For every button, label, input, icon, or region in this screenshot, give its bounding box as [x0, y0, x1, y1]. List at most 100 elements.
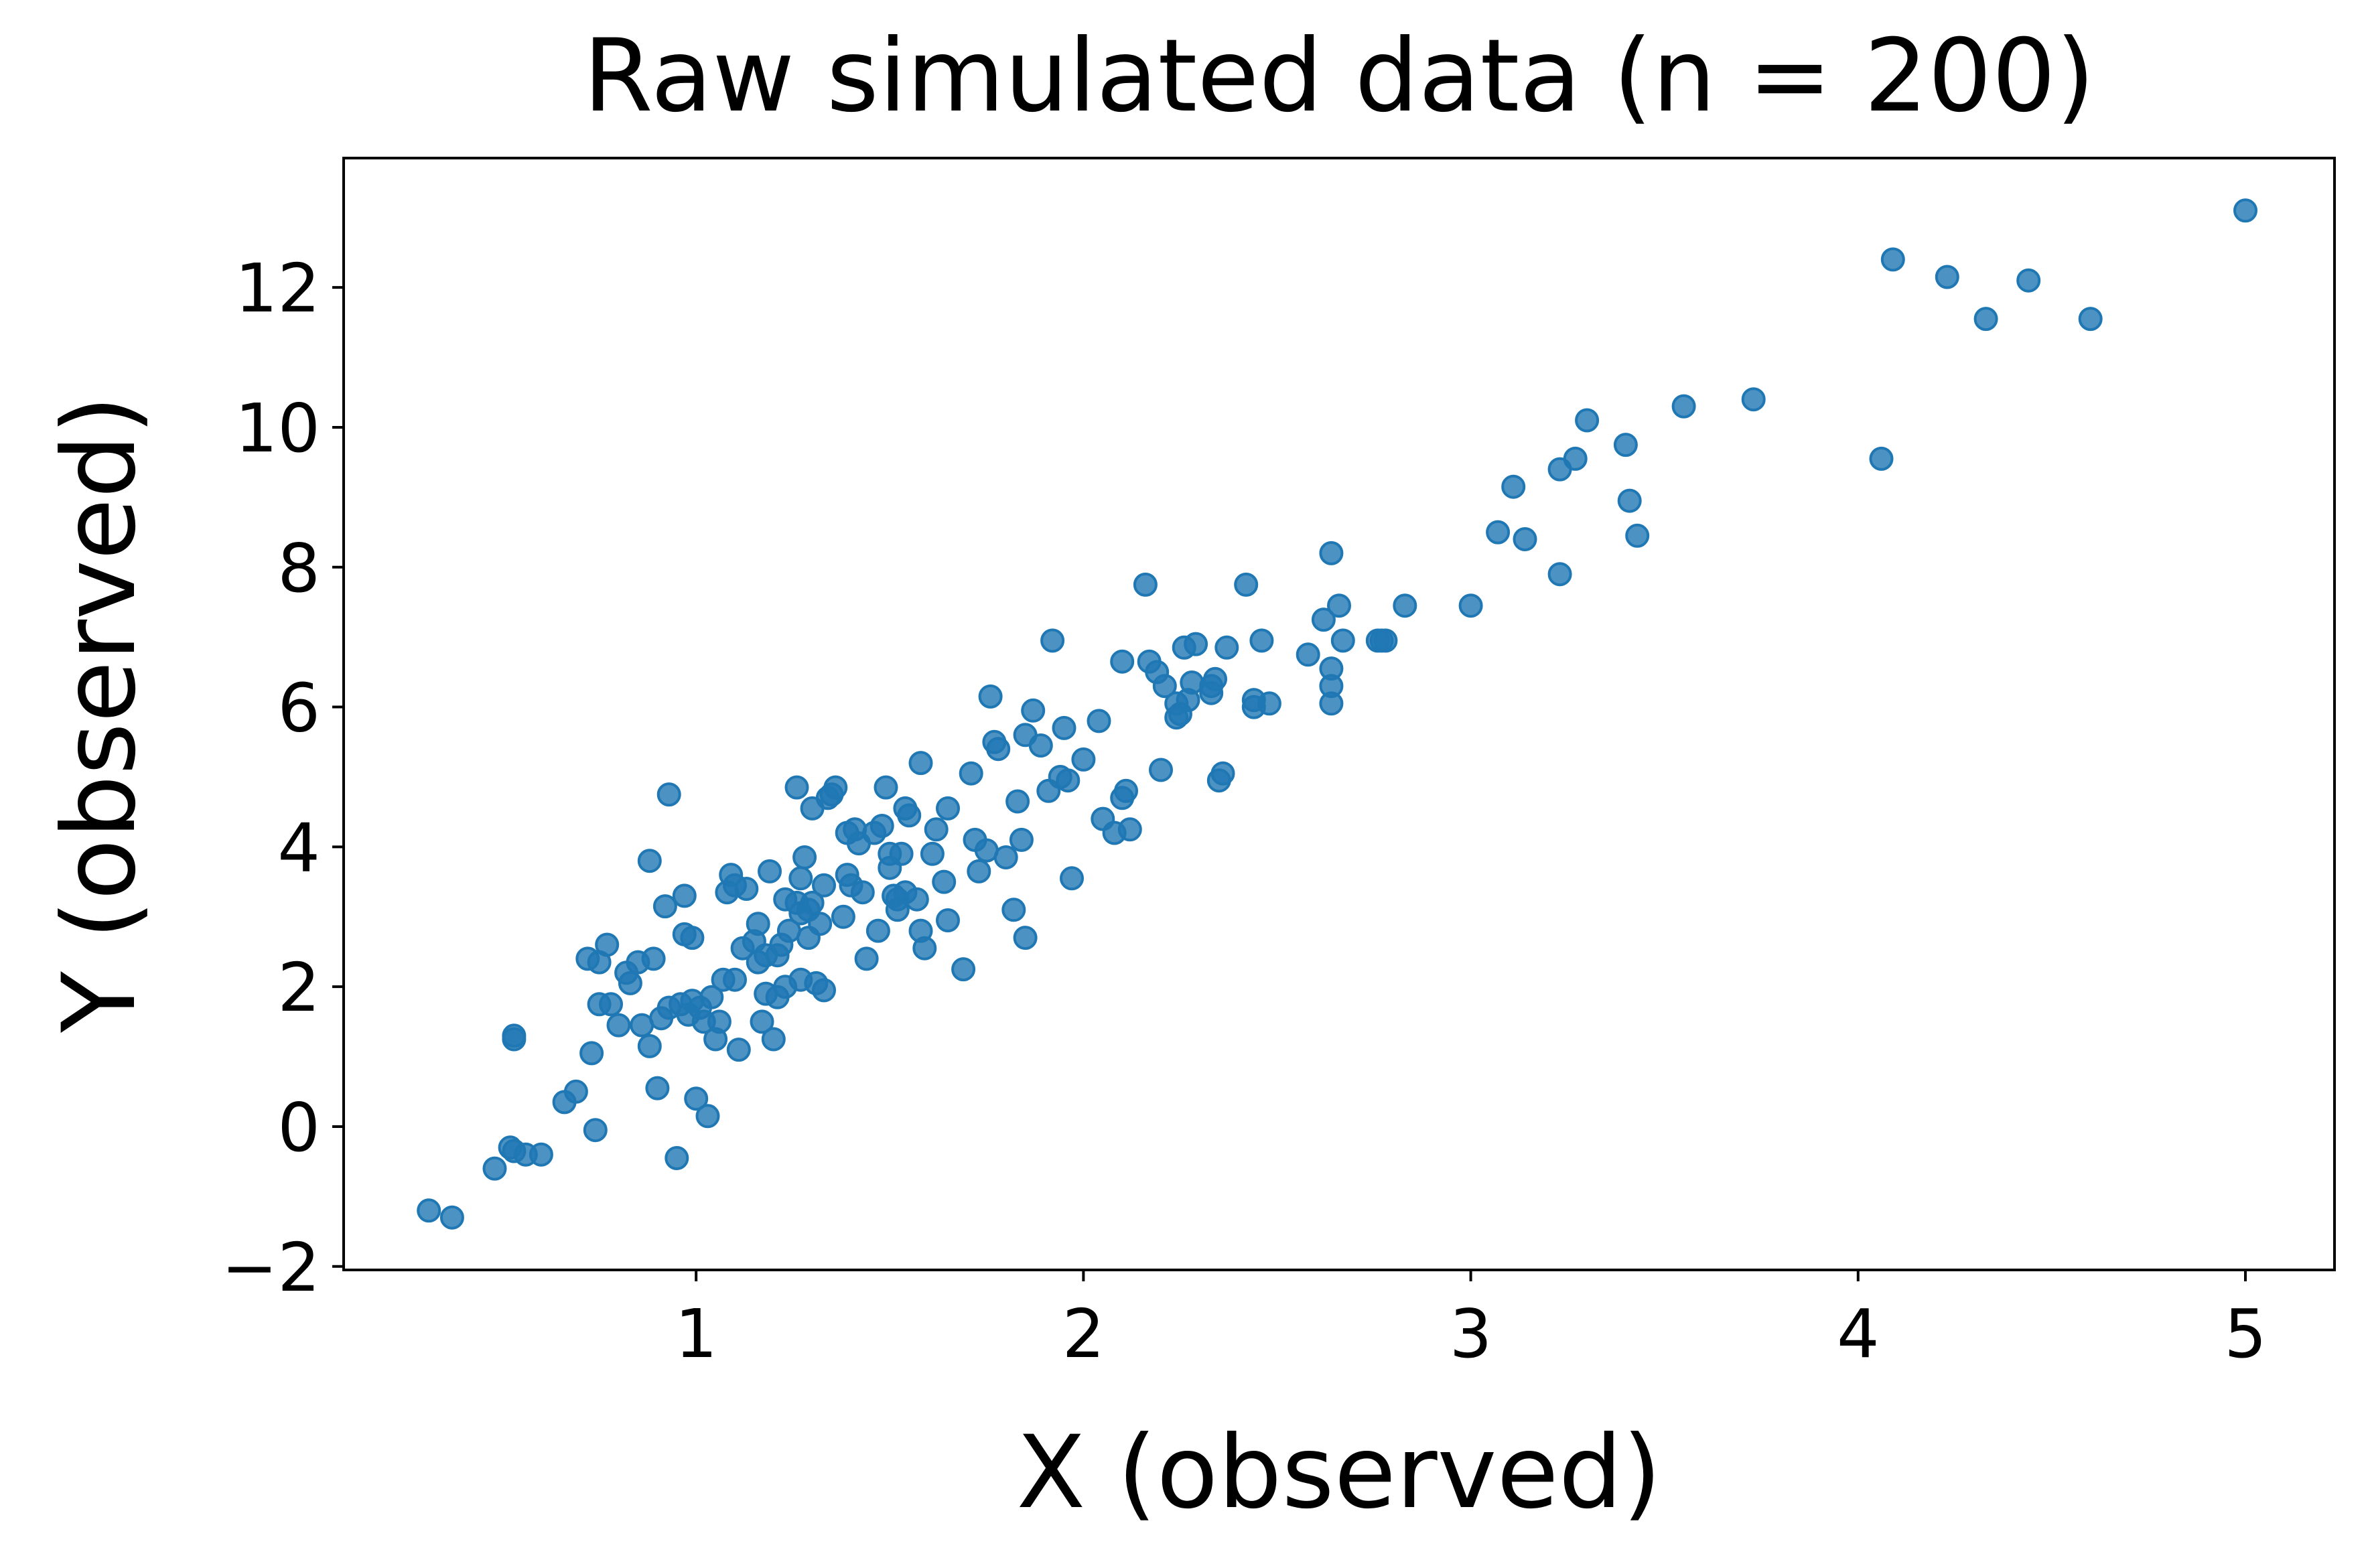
data-point [680, 926, 705, 950]
data-point [978, 684, 1003, 709]
data-point [1117, 817, 1142, 842]
data-point [967, 859, 991, 883]
data-point [637, 1034, 662, 1058]
x-tick-label: 4 [1837, 1295, 1880, 1373]
y-tick-label: 4 [277, 808, 320, 887]
data-point [932, 869, 957, 894]
data-point [823, 775, 848, 800]
data-point [1296, 642, 1320, 667]
data-point [652, 894, 677, 919]
data-point [1071, 747, 1096, 772]
data-point [792, 845, 817, 869]
data-point [1880, 247, 1905, 272]
data-point [800, 890, 825, 915]
y-tick-label: 10 [235, 389, 320, 468]
data-point [1575, 408, 1600, 433]
data-point [908, 751, 933, 776]
data-point [812, 873, 836, 898]
y-axis-label: Y (observed) [42, 395, 158, 1034]
data-point [1210, 761, 1235, 786]
y-tick-label: 0 [277, 1088, 320, 1167]
x-axis-ticks: 1 2 3 4 5 [675, 1270, 2267, 1373]
y-tick-label: 6 [277, 669, 320, 747]
data-point [1114, 778, 1138, 803]
data-point [1214, 635, 1239, 660]
data-point [750, 1009, 774, 1034]
data-point [784, 775, 809, 800]
data-point [1547, 562, 1572, 587]
data-point [1203, 666, 1227, 691]
data-point [1458, 593, 1483, 618]
data-point [912, 936, 937, 960]
data-point [2233, 198, 2257, 223]
data-point [1373, 628, 1398, 653]
data-point [812, 978, 836, 1003]
data-point [1869, 446, 1894, 471]
data-point [1330, 628, 1355, 653]
data-point [1087, 709, 1111, 733]
data-point [618, 971, 642, 995]
x-tick-label: 1 [675, 1295, 717, 1373]
data-point [1319, 691, 1344, 716]
data-point [606, 1013, 631, 1038]
data-point [1180, 670, 1204, 695]
data-point [1110, 649, 1135, 674]
data-point [924, 817, 949, 842]
data-point [1060, 866, 1084, 891]
data-point [1013, 926, 1038, 950]
y-tick-label: 12 [235, 249, 320, 328]
data-point [665, 1146, 689, 1170]
data-point [1257, 691, 1281, 716]
data-point [699, 985, 724, 1009]
data-point [723, 967, 747, 992]
data-point [936, 796, 960, 821]
data-point [502, 1027, 527, 1052]
data-point [1613, 433, 1638, 457]
plot-frame [342, 157, 2336, 1271]
data-point [1311, 608, 1336, 632]
data-point [1617, 488, 1642, 513]
data-point [761, 1027, 786, 1052]
data-point [2016, 268, 2041, 293]
data-point [1327, 593, 1351, 618]
x-tick-label: 2 [1062, 1295, 1105, 1373]
data-point [831, 904, 855, 929]
data-point [1149, 758, 1173, 782]
data-point [1319, 541, 1344, 565]
data-point [936, 908, 960, 932]
data-point [865, 918, 890, 943]
data-point [1184, 632, 1208, 656]
data-point [788, 866, 813, 891]
data-point [672, 883, 697, 908]
plot-area [344, 158, 2335, 1270]
data-point [482, 1156, 507, 1181]
data-point [1005, 789, 1030, 814]
data-point [808, 912, 833, 936]
data-point [645, 1076, 670, 1100]
data-point [1249, 628, 1274, 653]
data-point [951, 957, 976, 982]
data-point [1152, 674, 1177, 699]
data-point [746, 912, 770, 936]
data-point [579, 1041, 604, 1066]
y-tick-label: 8 [277, 529, 320, 608]
data-point [599, 992, 623, 1017]
data-point [1234, 572, 1259, 597]
data-point [889, 841, 914, 866]
data-point [904, 887, 929, 912]
data-point [641, 946, 666, 971]
data-point [563, 1079, 588, 1104]
data-point [1935, 265, 1959, 289]
y-tick-label: 2 [277, 948, 320, 1027]
data-point [986, 737, 1011, 762]
data-point [854, 946, 879, 971]
data-point [695, 1104, 720, 1129]
data-point [595, 932, 620, 957]
data-point [1393, 593, 1417, 618]
x-axis-label: X (observed) [1017, 1415, 1662, 1531]
data-point [758, 859, 782, 883]
data-point [1625, 523, 1650, 548]
data-point [1741, 387, 1766, 412]
data-point [1028, 733, 1053, 758]
